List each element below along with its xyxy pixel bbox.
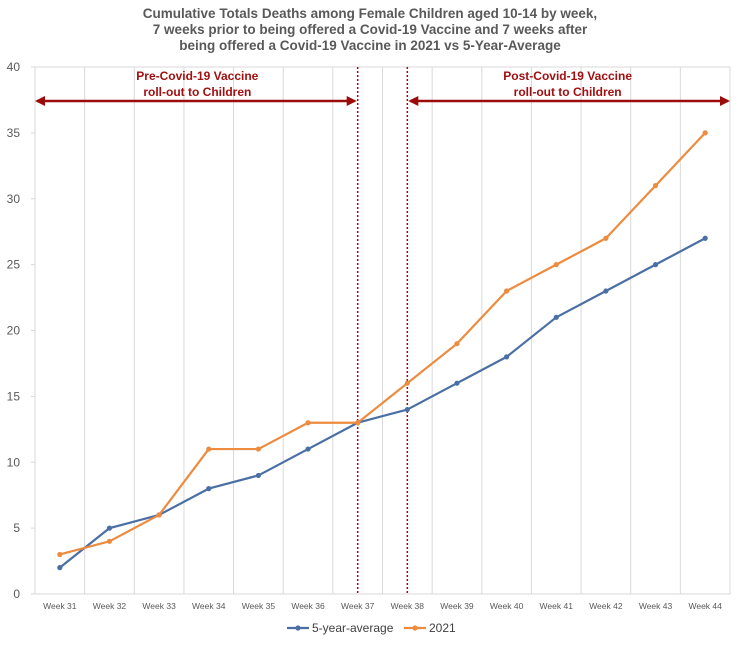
series-point-0 xyxy=(702,235,708,241)
series-point-1 xyxy=(454,341,460,347)
legend-label: 5-year-average xyxy=(312,621,394,635)
x-tick-label: Week 37 xyxy=(341,601,375,611)
post-rollout-label: roll-out to Children xyxy=(514,85,622,99)
x-tick-label: Week 32 xyxy=(93,601,127,611)
pre-rollout-label: Pre-Covid-19 Vaccine xyxy=(136,69,258,83)
series-point-0 xyxy=(603,288,609,294)
x-tick-label: Week 31 xyxy=(43,601,77,611)
series-point-1 xyxy=(603,235,609,241)
pre-rollout-label: roll-out to Children xyxy=(143,85,251,99)
x-tick-label: Week 34 xyxy=(192,601,226,611)
series-point-1 xyxy=(255,446,261,452)
gridlines xyxy=(34,66,731,595)
chart-title-line-3: being offered a Covid-19 Vaccine in 2021… xyxy=(179,38,561,53)
chart-title-line-2: 7 weeks prior to being offered a Covid-1… xyxy=(152,22,588,37)
x-tick-label: Week 38 xyxy=(391,601,425,611)
x-tick-label: Week 44 xyxy=(688,601,722,611)
y-tick-label: 25 xyxy=(7,258,21,272)
series-point-0 xyxy=(504,354,510,360)
series-point-0 xyxy=(106,525,113,531)
legend-swatch-marker xyxy=(412,625,418,631)
series-point-1 xyxy=(504,288,510,294)
x-tick-label: Week 42 xyxy=(589,601,623,611)
series-point-1 xyxy=(355,420,361,426)
series-line-1 xyxy=(59,132,706,556)
series-point-0 xyxy=(206,486,212,492)
x-tick-label: Week 36 xyxy=(291,601,325,611)
series-point-0 xyxy=(454,380,460,386)
series-line-0 xyxy=(59,237,706,569)
series-point-0 xyxy=(305,446,311,452)
series-point-1 xyxy=(404,380,410,386)
y-tick-label: 20 xyxy=(7,324,21,338)
y-tick-label: 15 xyxy=(7,389,21,403)
x-tick-label: Week 33 xyxy=(142,601,176,611)
y-tick-label: 5 xyxy=(13,521,20,535)
chart-title-line-1: Cumulative Totals Deaths among Female Ch… xyxy=(142,6,598,21)
series-point-1 xyxy=(57,551,63,558)
x-tick-label: Week 39 xyxy=(440,601,474,611)
series xyxy=(57,130,708,571)
y-tick-label: 0 xyxy=(13,587,20,601)
series-point-1 xyxy=(702,130,708,136)
x-tick-label: Week 41 xyxy=(540,601,574,611)
x-tick-label: Week 40 xyxy=(490,601,524,611)
series-point-1 xyxy=(305,420,311,426)
series-point-1 xyxy=(106,538,113,544)
series-point-0 xyxy=(652,262,659,268)
y-tick-label: 30 xyxy=(7,192,21,206)
series-point-1 xyxy=(206,446,212,452)
series-point-0 xyxy=(553,314,559,320)
post-rollout-label: Post-Covid-19 Vaccine xyxy=(503,69,632,83)
axes: 0 5 10 15 20 25 30 35 40 Week 31 Week 32 Week 33 Wee… xyxy=(7,60,723,611)
legend-swatch-marker xyxy=(295,625,301,631)
x-tick-label: Week 43 xyxy=(639,601,673,611)
y-tick-label: 10 xyxy=(7,455,21,469)
x-tick-label: Week 35 xyxy=(242,601,276,611)
series-point-1 xyxy=(553,262,559,268)
legend: 5-year-average 2021 xyxy=(287,621,456,635)
series-point-0 xyxy=(57,565,63,571)
chart-title: Cumulative Totals Deaths among Female Ch… xyxy=(0,6,740,54)
series-point-0 xyxy=(255,472,261,479)
series-point-1 xyxy=(652,182,659,189)
y-tick-label: 35 xyxy=(7,126,21,140)
annotations: Pre-Covid-19 Vaccine roll-out to Children… xyxy=(35,67,730,594)
y-tick-label: 40 xyxy=(7,60,21,74)
legend-label: 2021 xyxy=(429,621,456,635)
series-point-1 xyxy=(156,512,162,518)
series-point-0 xyxy=(404,406,410,413)
